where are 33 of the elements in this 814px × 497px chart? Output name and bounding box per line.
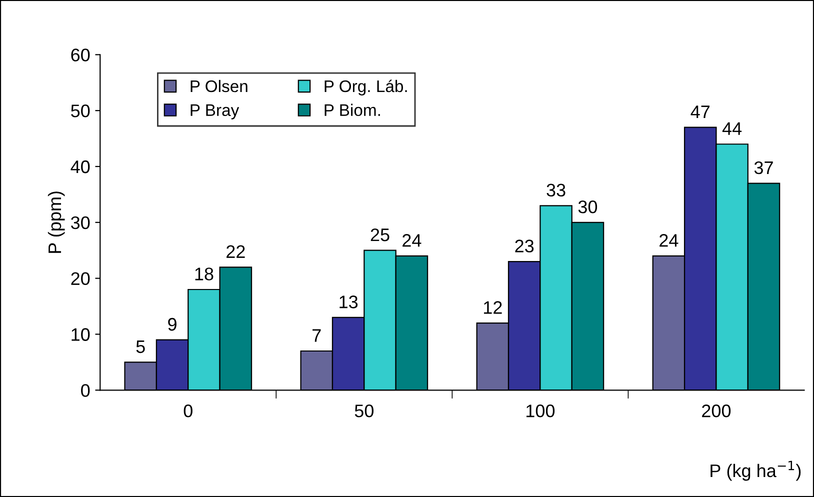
y-tick-label: 40 xyxy=(70,160,90,174)
y-tick-label: 30 xyxy=(71,216,90,230)
x-tick-label: 200 xyxy=(702,404,731,418)
data-label: 13 xyxy=(340,296,358,308)
data-label: 12 xyxy=(484,301,502,314)
data-label: 44 xyxy=(722,122,742,135)
y-tick-label: 10 xyxy=(72,328,90,341)
y-tick-label: 0 xyxy=(81,384,90,397)
y-tick-label: 20 xyxy=(71,272,90,286)
data-label: 9 xyxy=(168,318,176,331)
legend-label: P Biom. xyxy=(324,104,380,116)
data-label: 24 xyxy=(402,234,422,247)
data-label: 23 xyxy=(515,240,534,252)
x-tick-label: 100 xyxy=(526,404,555,418)
x-tick-label: 50 xyxy=(354,404,374,418)
x-tick-label: 0 xyxy=(184,404,192,418)
data-label: 7 xyxy=(312,329,321,342)
data-label: 30 xyxy=(578,200,598,214)
data-label: 24 xyxy=(660,234,678,247)
legend-label: P Olsen xyxy=(190,80,248,92)
y-tick-label: 60 xyxy=(71,48,90,62)
data-label: 33 xyxy=(546,184,566,197)
y-axis-title: P (ppm) xyxy=(48,192,65,253)
x-axis-title: P (kg ha$^{−1}$) xyxy=(710,460,801,481)
legend-label: P Org. Láb. xyxy=(324,80,407,96)
data-label: 47 xyxy=(690,106,710,118)
data-label: 25 xyxy=(370,228,390,242)
data-label: 18 xyxy=(195,268,214,280)
data-label: 5 xyxy=(136,340,145,354)
legend-label: P Bray xyxy=(190,104,240,120)
y-tick-label: 50 xyxy=(71,104,90,118)
data-label: 22 xyxy=(226,245,245,258)
data-label: 37 xyxy=(754,161,773,174)
